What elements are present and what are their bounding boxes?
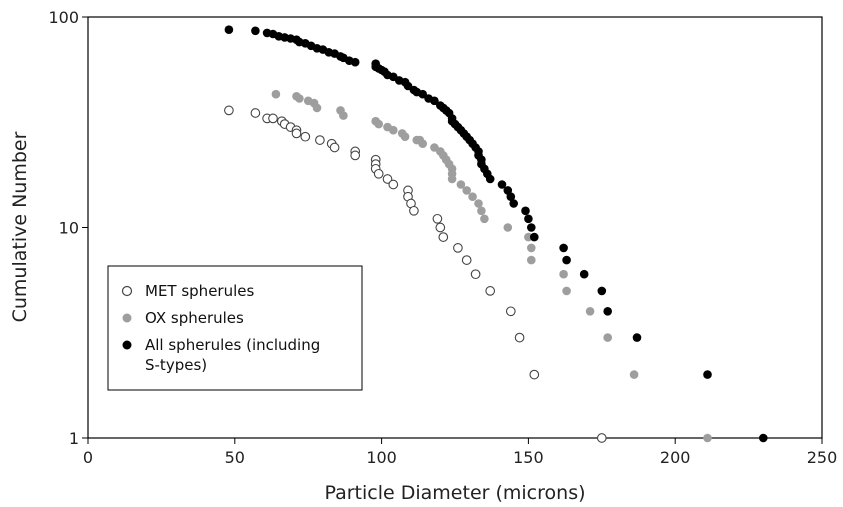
all-point	[559, 243, 568, 253]
met-point	[453, 243, 463, 253]
all-point	[521, 206, 530, 216]
met-point	[350, 150, 361, 161]
ox-point	[312, 103, 322, 113]
all-point	[530, 232, 539, 242]
all-point	[524, 214, 533, 224]
all-point	[562, 255, 571, 265]
ox-point	[703, 433, 712, 443]
met-point	[250, 108, 261, 118]
met-point	[315, 135, 325, 145]
met-point	[268, 113, 278, 124]
met-point	[409, 205, 419, 216]
all-point	[703, 370, 712, 379]
legend-label-all: All spherules (including S-types)	[145, 336, 325, 374]
all-point	[603, 307, 612, 316]
ox-point	[527, 243, 536, 253]
ox-point	[389, 125, 398, 135]
legend-label-all-line-1: All spherules (including	[145, 336, 320, 354]
ox-point	[585, 307, 595, 316]
all-point	[430, 96, 439, 106]
met-point	[382, 174, 393, 184]
legend-box	[107, 265, 363, 391]
met-point	[291, 128, 302, 139]
met-point	[438, 232, 449, 242]
y-tick-label: 10	[59, 219, 79, 238]
ox-point	[629, 370, 639, 379]
ox-point	[447, 174, 457, 184]
ox-point	[271, 89, 281, 99]
data-points	[224, 25, 768, 443]
legend: MET spherules OX spherules All spherules…	[107, 265, 363, 391]
met-point	[224, 105, 234, 116]
legend-label-met: MET spherules	[145, 282, 254, 300]
ox-point	[524, 232, 533, 242]
met-point	[514, 332, 525, 343]
ox-series	[271, 89, 712, 443]
all-point	[597, 286, 607, 296]
met-point	[388, 179, 399, 190]
x-tick-label: 0	[83, 448, 93, 467]
ox-point	[559, 269, 568, 279]
all-point	[506, 192, 516, 201]
met-series	[224, 105, 607, 443]
met-point	[505, 306, 516, 317]
all-point	[418, 89, 428, 99]
met-point	[432, 213, 443, 224]
legend-marker-met	[121, 285, 133, 297]
all-point	[224, 25, 234, 34]
x-tick-label: 250	[807, 448, 838, 467]
ox-point	[480, 214, 489, 224]
all-point	[509, 199, 518, 208]
ox-point	[374, 119, 384, 129]
all-point	[350, 57, 360, 67]
ox-point	[418, 139, 428, 148]
ox-point	[477, 206, 486, 216]
all-point	[527, 223, 536, 232]
all-point	[251, 26, 260, 36]
met-point	[461, 255, 472, 265]
all-point	[579, 269, 589, 279]
ox-point	[456, 180, 466, 189]
met-point	[485, 286, 496, 296]
all-point	[632, 333, 642, 342]
met-point	[373, 168, 384, 179]
met-point	[596, 433, 607, 443]
x-axis-title: Particle Diameter (microns)	[325, 482, 586, 504]
met-point	[529, 369, 540, 380]
ox-point	[339, 111, 348, 120]
all-point	[759, 433, 768, 443]
axis-ticks: 0 50 100 150 200 250 1 10 100	[48, 8, 837, 467]
x-tick-label: 150	[513, 448, 544, 467]
all-point	[497, 180, 507, 189]
met-point	[470, 269, 481, 280]
met-point	[300, 131, 311, 142]
ox-point	[603, 333, 612, 342]
y-tick-label: 100	[48, 8, 79, 27]
x-tick-label: 100	[366, 448, 397, 467]
y-tick-label: 1	[69, 429, 79, 448]
y-axis-title: Cumulative Number	[9, 131, 31, 322]
legend-label-ox: OX spherules	[145, 309, 244, 327]
ox-point	[295, 94, 304, 103]
x-tick-label: 200	[660, 448, 691, 467]
ox-point	[503, 223, 513, 232]
legend-marker-ox	[122, 313, 132, 323]
ox-point	[462, 186, 472, 195]
legend-label-all-line-2: S-types)	[145, 356, 207, 374]
ox-point	[527, 255, 536, 265]
all-series	[224, 25, 768, 443]
ox-point	[562, 286, 571, 296]
legend-marker-all	[122, 340, 132, 350]
all-point	[485, 174, 495, 184]
met-point	[435, 222, 446, 233]
ox-point	[468, 192, 477, 201]
met-point	[329, 142, 340, 153]
ox-point	[400, 132, 410, 141]
ox-point	[474, 199, 483, 208]
x-tick-label: 50	[225, 448, 245, 467]
